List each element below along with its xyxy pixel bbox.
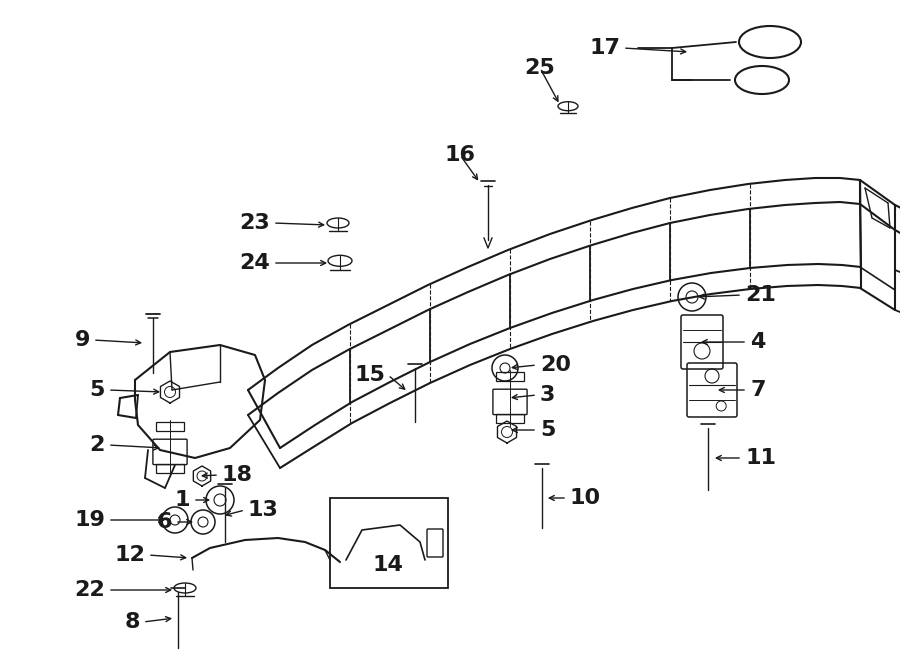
Text: 5: 5 <box>90 380 105 400</box>
Text: 13: 13 <box>248 500 279 520</box>
Bar <box>496 372 524 381</box>
Text: 19: 19 <box>74 510 105 530</box>
Text: 12: 12 <box>114 545 145 565</box>
Bar <box>156 463 184 473</box>
Text: 6: 6 <box>157 512 172 532</box>
Bar <box>496 414 524 423</box>
Text: 21: 21 <box>745 285 776 305</box>
Text: 18: 18 <box>222 465 253 485</box>
Text: 2: 2 <box>90 435 105 455</box>
Text: 14: 14 <box>373 555 403 575</box>
Bar <box>156 422 184 432</box>
Text: 1: 1 <box>175 490 190 510</box>
Text: 16: 16 <box>445 145 475 165</box>
Text: 22: 22 <box>74 580 105 600</box>
Text: 20: 20 <box>540 355 571 375</box>
Text: 17: 17 <box>589 38 620 58</box>
Bar <box>330 498 448 588</box>
Text: 3: 3 <box>540 385 555 405</box>
Text: 15: 15 <box>354 365 385 385</box>
Text: 5: 5 <box>540 420 555 440</box>
Text: 24: 24 <box>239 253 270 273</box>
Text: 4: 4 <box>750 332 765 352</box>
Text: 9: 9 <box>75 330 90 350</box>
Text: 10: 10 <box>570 488 601 508</box>
Text: 7: 7 <box>750 380 766 400</box>
Text: 11: 11 <box>745 448 776 468</box>
Text: 8: 8 <box>124 612 140 632</box>
Text: 23: 23 <box>239 213 270 233</box>
Text: 25: 25 <box>525 58 555 78</box>
